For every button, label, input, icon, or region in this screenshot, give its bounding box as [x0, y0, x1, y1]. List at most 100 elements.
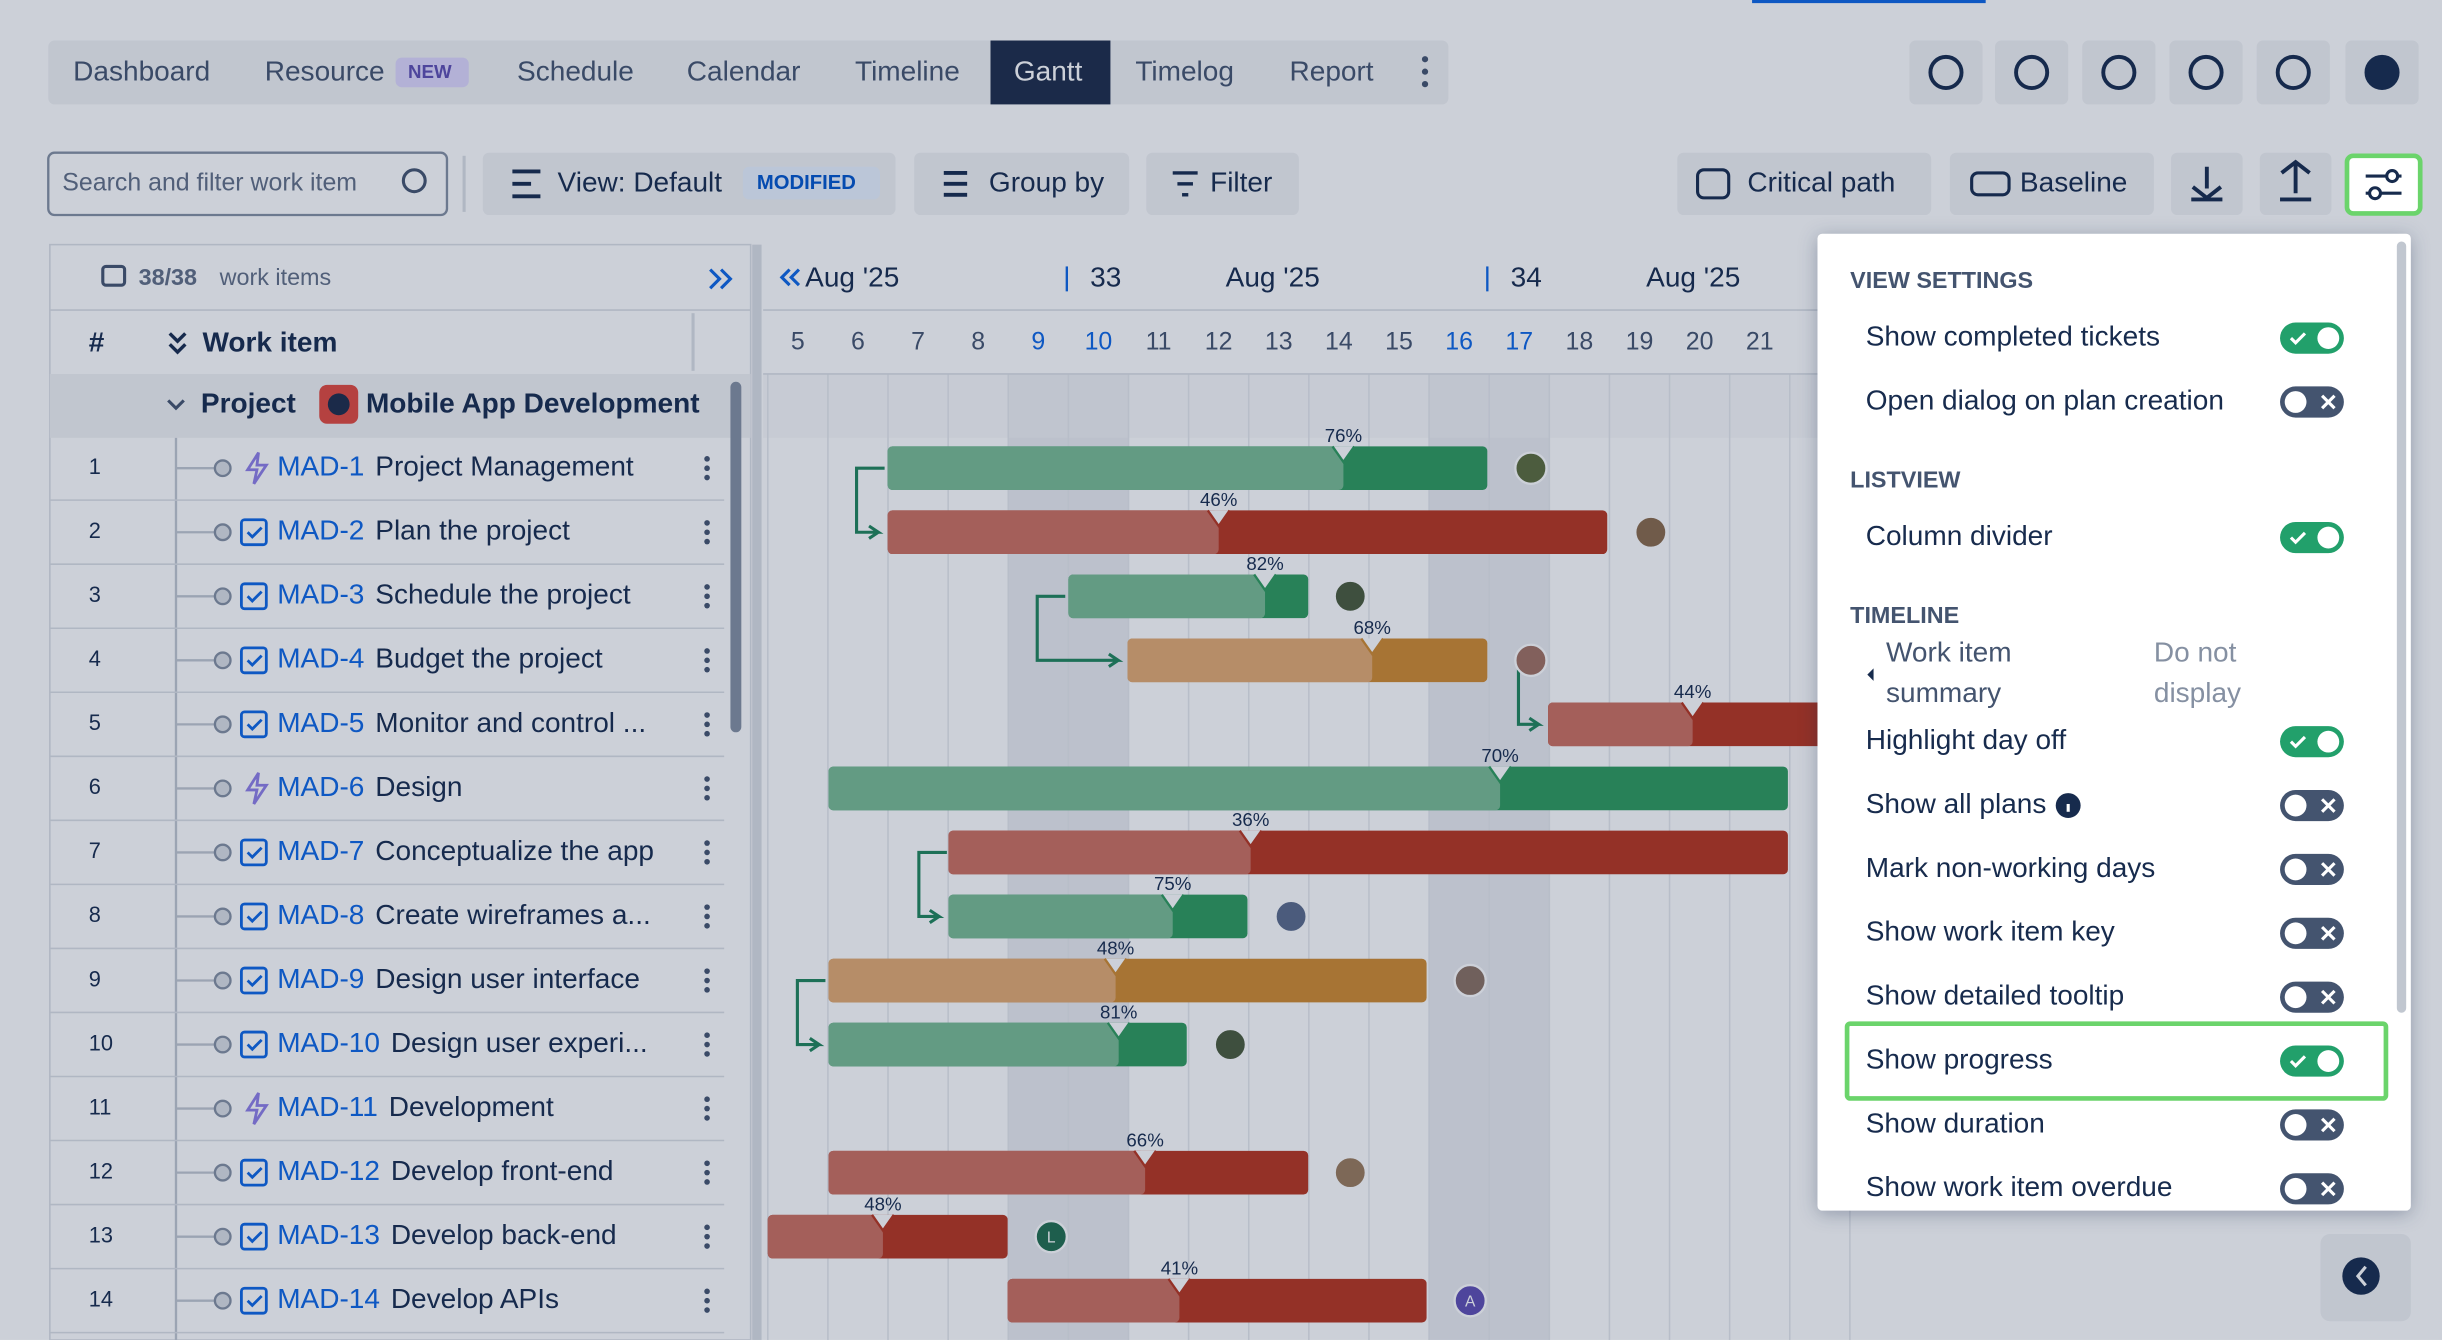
- setting-value[interactable]: Do not display: [2154, 637, 2241, 709]
- modified-badge-text: MODIFIED: [757, 172, 856, 194]
- work-item-key[interactable]: MAD-9: [277, 963, 364, 994]
- work-item-key[interactable]: MAD-6: [277, 771, 364, 802]
- tab[interactable]: Timelog: [1135, 56, 1234, 87]
- day-label: 7: [911, 327, 925, 355]
- project-row: [49, 373, 751, 438]
- icon-button: [1909, 40, 1983, 105]
- task-icon: [239, 1158, 268, 1187]
- task-check: [246, 974, 263, 988]
- progress-marker: [1103, 958, 1128, 977]
- progress-marker: [1360, 637, 1385, 657]
- work-item-key[interactable]: MAD-8: [277, 899, 364, 930]
- section-title: LISTVIEW: [1850, 467, 1961, 493]
- day-label: 16: [1445, 327, 1473, 355]
- task-icon: [239, 1222, 268, 1251]
- tab[interactable]: Timeline: [855, 56, 960, 87]
- progress-label: 41%: [1161, 1257, 1198, 1278]
- work-item-title[interactable]: Plan the project: [375, 515, 570, 546]
- work-item-key[interactable]: MAD-7: [277, 835, 364, 866]
- row-menu-dot: [704, 648, 710, 654]
- progress-label: 36%: [1232, 809, 1269, 830]
- row-menu-dot: [704, 913, 710, 920]
- status-dot: [213, 651, 232, 670]
- highlight-box: [1844, 1021, 2389, 1101]
- row-menu-dot: [704, 1115, 710, 1121]
- row-menu-dot: [704, 721, 710, 728]
- work-item-title[interactable]: Project Management: [375, 451, 634, 482]
- work-item-key[interactable]: MAD-1: [277, 451, 364, 482]
- row-menu-dot: [704, 1105, 710, 1112]
- day-label: 15: [1385, 327, 1413, 355]
- progress-label: 44%: [1674, 681, 1711, 702]
- day-label: 18: [1566, 327, 1594, 355]
- gantt-bar-remaining: [1007, 1278, 1180, 1323]
- progress-marker: [1167, 1278, 1192, 1297]
- row-menu-dot: [704, 666, 710, 673]
- tab[interactable]: Gantt: [1014, 56, 1083, 87]
- dependency-arrow: [855, 466, 885, 540]
- work-item-title[interactable]: Design user interface: [375, 963, 640, 994]
- work-item-key[interactable]: MAD-4: [277, 643, 364, 674]
- avatar-initial: L: [1047, 1229, 1056, 1246]
- list-scrollbar: [730, 381, 742, 733]
- row-menu-dot: [704, 465, 710, 472]
- icon-glyph: [2364, 54, 2400, 90]
- work-item-title[interactable]: Create wireframes a...: [375, 899, 651, 930]
- tab[interactable]: Report: [1290, 56, 1374, 87]
- work-item-title[interactable]: Develop APIs: [391, 1283, 559, 1314]
- toggle-knob: [2284, 1114, 2307, 1136]
- tab[interactable]: Schedule: [517, 56, 634, 87]
- progress-label: 70%: [1481, 745, 1518, 766]
- value-line: display: [2154, 677, 2241, 708]
- toggle-knob: [2284, 922, 2307, 945]
- work-item-title[interactable]: Budget the project: [375, 643, 603, 674]
- work-item-key[interactable]: MAD-11: [277, 1091, 378, 1122]
- status-dot: [213, 715, 232, 734]
- work-item-title[interactable]: Development: [389, 1091, 554, 1122]
- row-menu-dot: [704, 1297, 710, 1304]
- row-menu-dot: [704, 593, 710, 600]
- work-item-title[interactable]: Develop back-end: [391, 1219, 617, 1250]
- work-item-key[interactable]: MAD-5: [277, 707, 364, 738]
- tab[interactable]: Dashboard: [73, 56, 210, 87]
- row-menu-dot: [704, 474, 710, 481]
- status-dot: [213, 1227, 232, 1246]
- setting-label: Show progress: [1866, 1043, 2053, 1074]
- tab[interactable]: Resource: [265, 56, 385, 87]
- gantt-bar-remaining: [1127, 638, 1373, 683]
- work-item-title[interactable]: Design user experi...: [391, 1027, 648, 1058]
- work-item-key[interactable]: MAD-14: [277, 1283, 380, 1314]
- work-item-key[interactable]: MAD-2: [277, 515, 364, 546]
- tab[interactable]: Calendar: [687, 56, 801, 87]
- collapse-all-icon: [168, 332, 187, 355]
- work-item-title[interactable]: Schedule the project: [375, 579, 631, 610]
- row-menu-dot: [704, 904, 710, 910]
- list-count-icon: [101, 264, 127, 287]
- baseline-label: Baseline: [2020, 166, 2127, 197]
- work-item-title[interactable]: Design: [375, 771, 462, 802]
- gantt-bar-remaining: [948, 894, 1173, 939]
- work-item-key[interactable]: MAD-10: [277, 1027, 380, 1058]
- work-item-title[interactable]: Monitor and control ...: [375, 707, 646, 738]
- work-item-title[interactable]: Conceptualize the app: [375, 835, 654, 866]
- status-dot: [213, 843, 232, 862]
- task-check: [246, 1038, 263, 1052]
- task-icon: [239, 710, 268, 739]
- work-item-title[interactable]: Develop front-end: [391, 1155, 614, 1186]
- section-title: VIEW SETTINGS: [1850, 267, 2033, 293]
- status-dot: [213, 459, 232, 478]
- day-label: 8: [971, 327, 985, 355]
- label-line: Work item: [1886, 637, 2012, 668]
- setting-label: Show detailed tooltip: [1866, 980, 2124, 1011]
- summary-caret: [1867, 668, 1874, 681]
- work-item-key[interactable]: MAD-12: [277, 1155, 380, 1186]
- work-item-key[interactable]: MAD-3: [277, 579, 364, 610]
- icon-button: [1995, 40, 2069, 105]
- gantt-bar-remaining: [1068, 574, 1266, 619]
- work-item-key[interactable]: MAD-13: [277, 1219, 380, 1250]
- month-label: Aug '25: [1646, 261, 1740, 292]
- list-count: 38/38: [139, 264, 197, 290]
- value-line: Do not: [2154, 637, 2237, 668]
- task-icon: [239, 902, 268, 931]
